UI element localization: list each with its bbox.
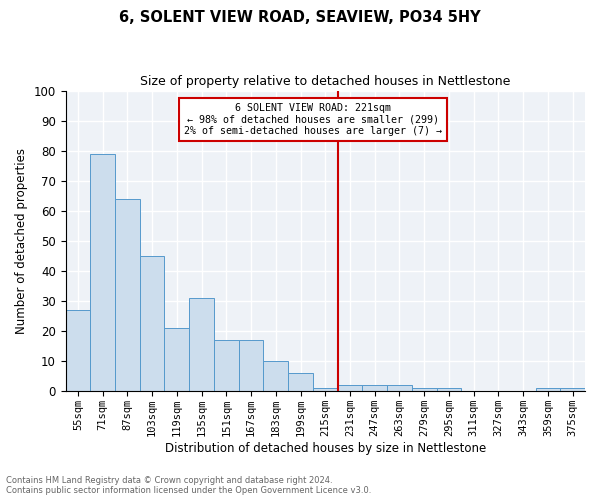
Bar <box>90 154 115 392</box>
Bar <box>387 386 412 392</box>
Bar <box>288 374 313 392</box>
Bar <box>263 361 288 392</box>
Bar <box>164 328 189 392</box>
Text: 6 SOLENT VIEW ROAD: 221sqm
← 98% of detached houses are smaller (299)
2% of semi: 6 SOLENT VIEW ROAD: 221sqm ← 98% of deta… <box>184 102 442 136</box>
Text: Contains HM Land Registry data © Crown copyright and database right 2024.
Contai: Contains HM Land Registry data © Crown c… <box>6 476 371 495</box>
Bar <box>115 199 140 392</box>
Bar <box>189 298 214 392</box>
Bar <box>536 388 560 392</box>
Text: 6, SOLENT VIEW ROAD, SEAVIEW, PO34 5HY: 6, SOLENT VIEW ROAD, SEAVIEW, PO34 5HY <box>119 10 481 25</box>
Bar <box>412 388 437 392</box>
Title: Size of property relative to detached houses in Nettlestone: Size of property relative to detached ho… <box>140 75 511 88</box>
Bar <box>65 310 90 392</box>
Y-axis label: Number of detached properties: Number of detached properties <box>15 148 28 334</box>
Bar <box>437 388 461 392</box>
Bar <box>140 256 164 392</box>
Bar <box>313 388 338 392</box>
Bar <box>560 388 585 392</box>
Bar <box>239 340 263 392</box>
Bar <box>338 386 362 392</box>
Bar <box>214 340 239 392</box>
X-axis label: Distribution of detached houses by size in Nettlestone: Distribution of detached houses by size … <box>164 442 486 455</box>
Bar <box>362 386 387 392</box>
